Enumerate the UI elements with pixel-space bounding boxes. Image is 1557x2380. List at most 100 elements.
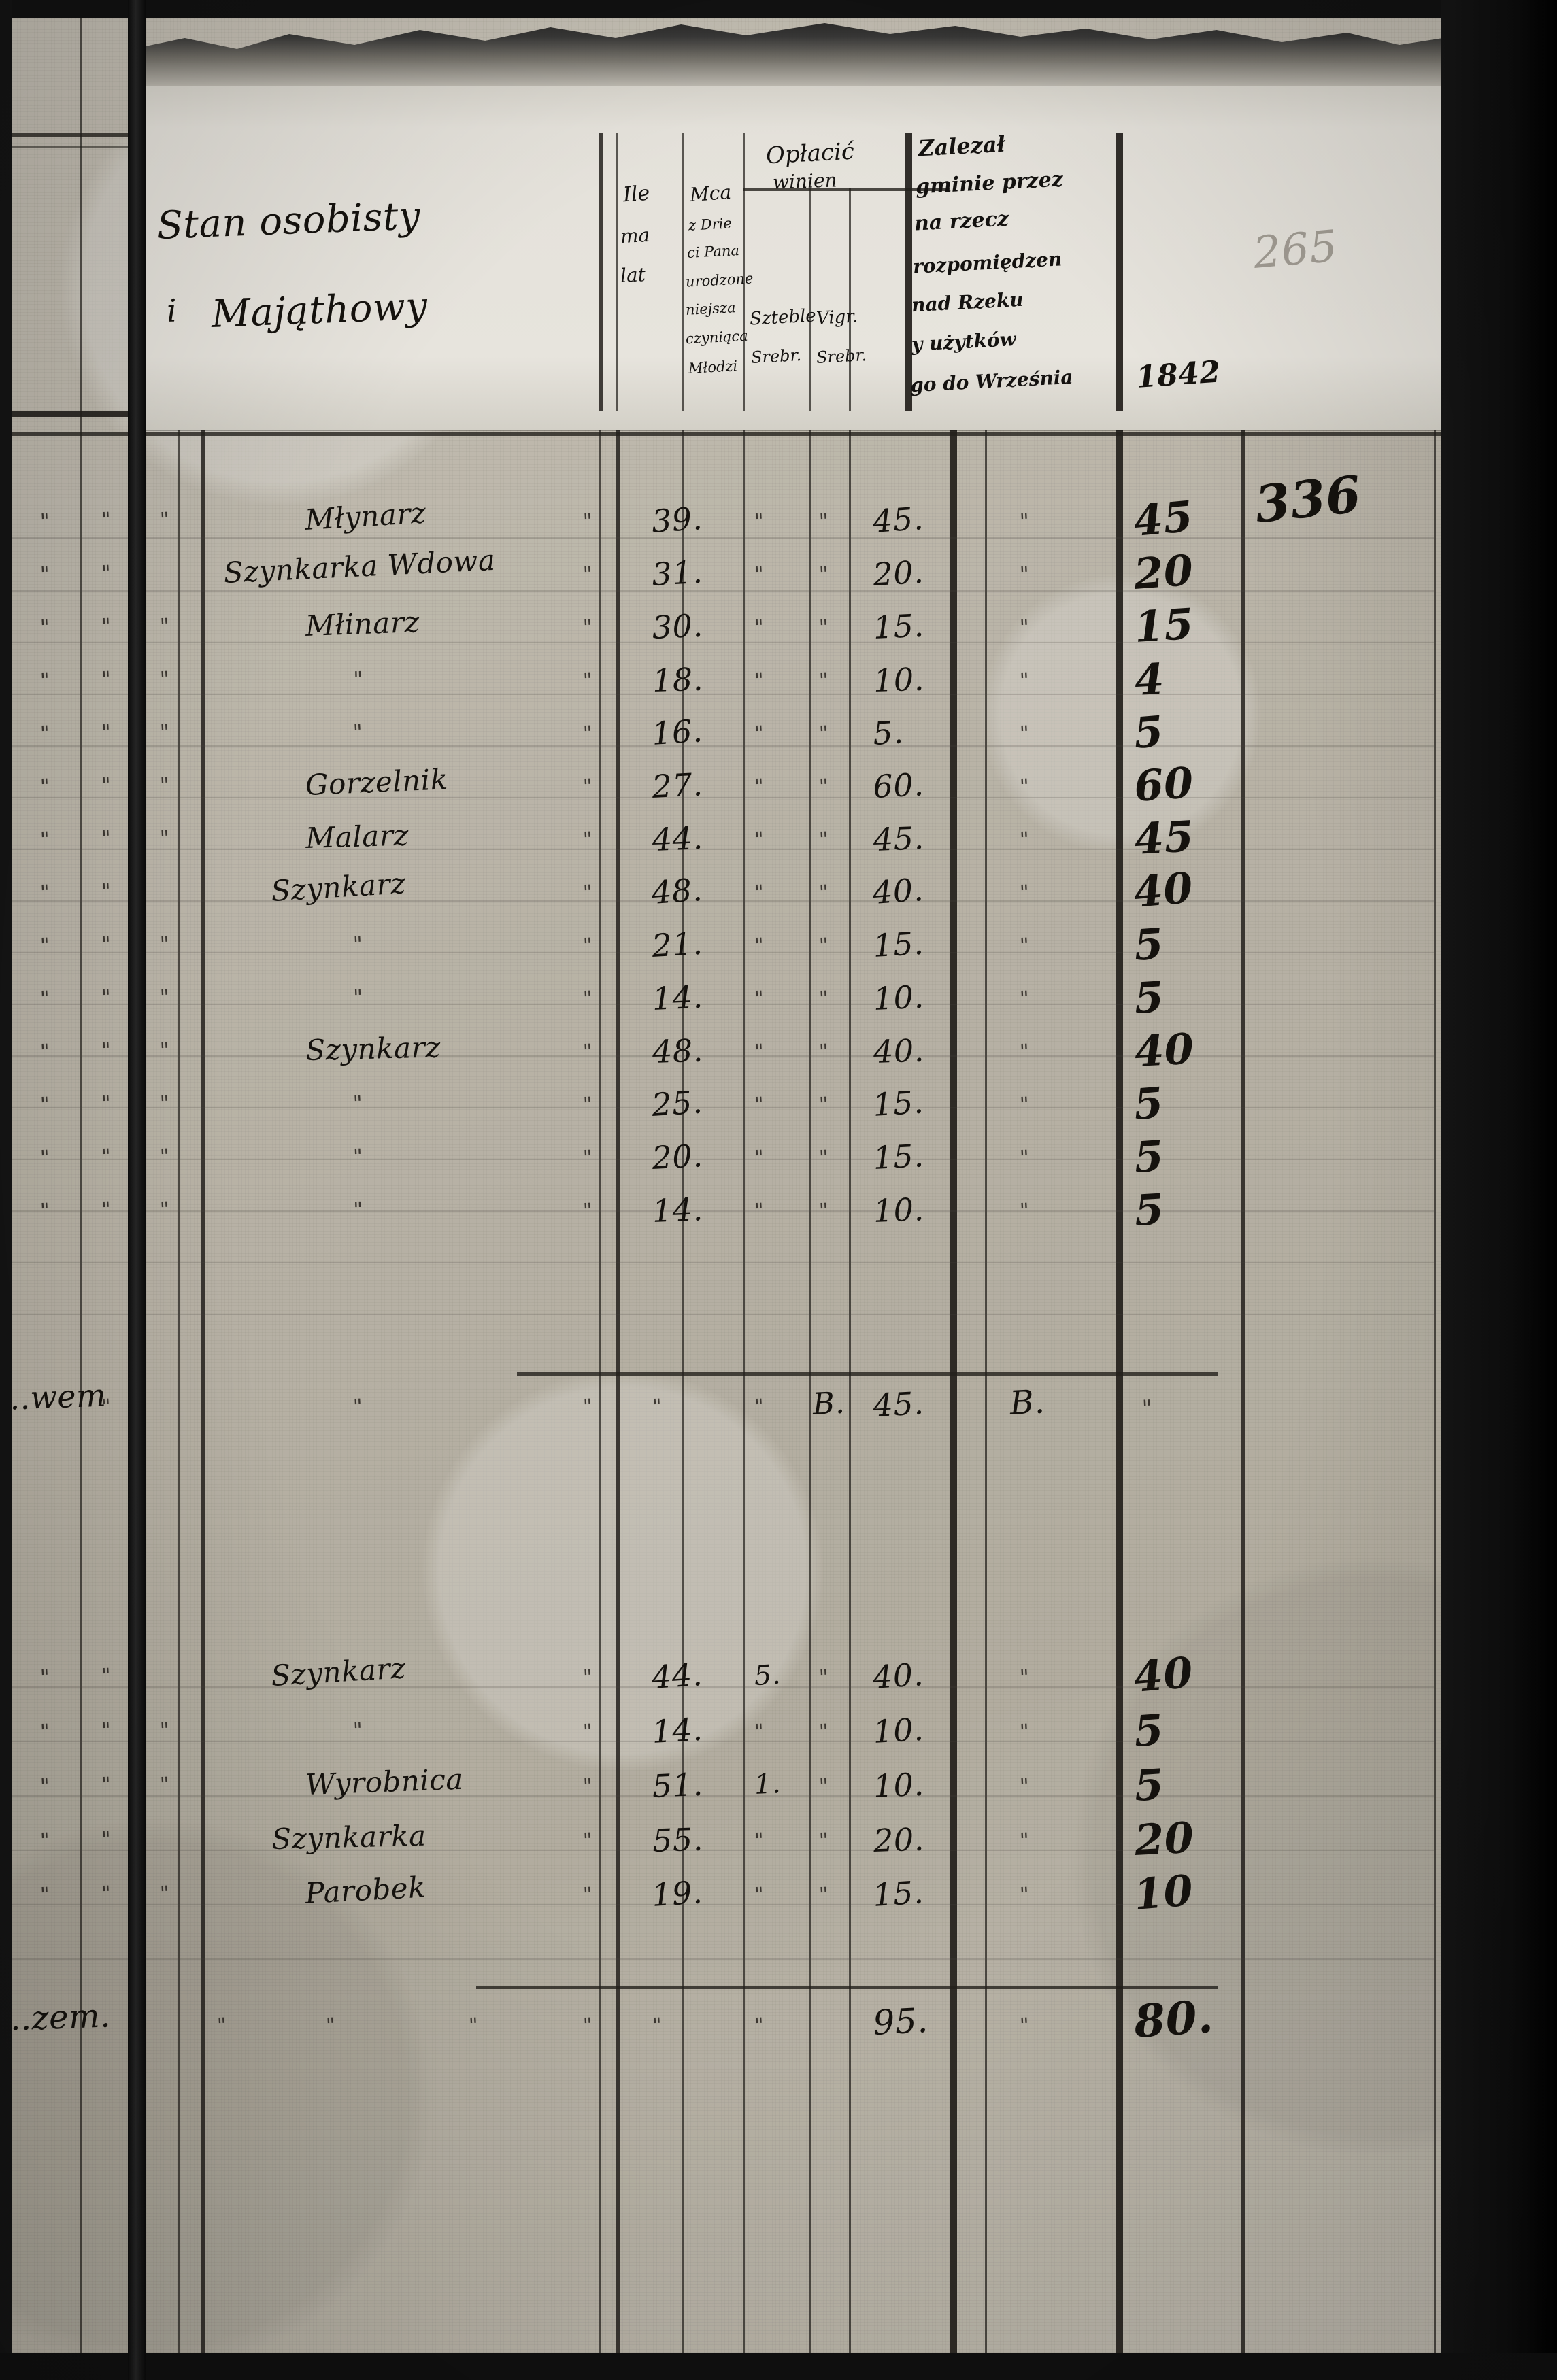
row-ditto-margin: " <box>101 720 112 745</box>
row-amount: 10. <box>872 1765 925 1805</box>
row-occupation: " <box>353 667 364 692</box>
row-ditto-margin: " <box>39 1040 51 1064</box>
row-ditto-preage: " <box>582 1199 594 1223</box>
row-sub-vigor: " <box>818 1883 830 1907</box>
row-amount: 10. <box>872 1191 925 1229</box>
row-age: 16. <box>650 712 704 752</box>
row-ditto-margin: " <box>159 985 171 1010</box>
total-ditto: " <box>468 2013 480 2038</box>
row-ditto-margin: " <box>159 1882 171 1906</box>
row-sub-szteble: " <box>754 721 765 746</box>
row-ditto-margin: " <box>101 1197 112 1222</box>
row-sub-szteble: " <box>754 1093 765 1117</box>
row-total: 5 <box>1132 1704 1166 1756</box>
scan-border-top <box>0 0 1557 18</box>
row-ditto-margin: " <box>101 508 112 532</box>
row-age: 14. <box>651 1191 704 1229</box>
row-occupation: Młynarz <box>304 496 427 537</box>
row-occupation: " <box>352 1718 364 1743</box>
row-total: 5 <box>1133 1184 1166 1236</box>
row-amount: 60. <box>872 766 925 805</box>
col-header-birth-line6: czyniąca <box>685 327 749 347</box>
row-ditto-margin: " <box>101 1144 112 1169</box>
row-amount: 45. <box>871 499 925 540</box>
row-ditto-margin: " <box>39 615 51 640</box>
row-ditto-right: " <box>1019 1774 1031 1799</box>
row-ditto-margin: " <box>39 721 51 746</box>
row-ditto-right: " <box>1019 1720 1031 1744</box>
row-age: 30. <box>651 607 704 646</box>
col-header-birth-line3: ci Pana <box>686 242 740 261</box>
row-ditto-margin: " <box>159 1091 171 1116</box>
row-ditto-right: " <box>1019 1093 1031 1117</box>
row-sub-vigor: " <box>818 562 830 587</box>
col-header-age-line3: lat <box>620 263 646 287</box>
row-occupation: " <box>352 1091 364 1116</box>
row-ditto-preage: " <box>582 1146 594 1170</box>
rule-total-separator <box>476 1986 1218 1989</box>
row-sub-vigor: " <box>818 721 830 746</box>
row-ditto-right: " <box>1019 1665 1031 1690</box>
row-total: 40 <box>1131 1647 1195 1702</box>
row-total: 5 <box>1132 1131 1166 1183</box>
row-ditto-preage: " <box>582 668 594 693</box>
row-ditto-margin: " <box>39 1093 51 1117</box>
row-sub-szteble: " <box>754 828 765 852</box>
row-occupation: Parobek <box>304 1870 427 1910</box>
row-ditto-margin: " <box>159 1773 171 1797</box>
rule-vertical <box>80 18 82 2380</box>
row-ditto-margin: " <box>101 1664 112 1688</box>
row-ditto-right: " <box>1019 562 1031 587</box>
row-total: 45 <box>1133 811 1196 864</box>
col-header-birth-line7: Młodzi <box>688 358 738 377</box>
row-ditto-right: " <box>1019 881 1031 905</box>
subtotal-ditto: " <box>652 1395 663 1419</box>
rule-vertical <box>599 63 601 2380</box>
row-ditto-preage: " <box>582 1665 594 1690</box>
row-amount: 5. <box>871 713 905 752</box>
row-ditto-margin: " <box>39 1199 51 1223</box>
rule-vertical <box>1241 422 1245 2380</box>
row-ditto-preage: " <box>582 721 594 746</box>
row-sub-vigor: " <box>818 775 830 799</box>
row-ditto-margin: " <box>159 667 171 692</box>
row-occupation: Szynkarka Wdowa <box>222 543 497 590</box>
row-ditto-right: " <box>1019 668 1031 693</box>
row-ditto-margin: " <box>101 932 112 957</box>
row-ditto-margin: " <box>39 881 51 905</box>
row-ditto-margin: " <box>39 562 51 587</box>
row-age: 21. <box>650 924 704 964</box>
book-binding-shadow <box>128 0 146 2380</box>
row-ditto-right: " <box>1019 1146 1031 1170</box>
row-ditto-margin: " <box>39 1146 51 1170</box>
row-age: 51. <box>651 1765 704 1805</box>
total-amount: 95. <box>871 2000 929 2043</box>
rule-horizontal <box>0 432 1456 436</box>
row-occupation: " <box>352 1197 364 1222</box>
row-ditto-margin: " <box>159 1197 171 1222</box>
row-ditto-right: " <box>1019 615 1031 640</box>
row-ditto-right: " <box>1019 1883 1031 1907</box>
total-label: ...zem. <box>0 1996 112 2039</box>
row-ditto-preage: " <box>582 1720 594 1744</box>
row-occupation: " <box>352 932 364 957</box>
total-grand: 80. <box>1132 1990 1216 2048</box>
row-age: 55. <box>652 1820 704 1859</box>
row-ditto-preage: " <box>582 1829 594 1853</box>
row-ditto-preage: " <box>582 615 594 640</box>
row-total: 5 <box>1133 1759 1166 1811</box>
row-total: 20 <box>1132 545 1196 599</box>
row-ditto-margin: " <box>39 987 51 1011</box>
row-total: 5 <box>1132 918 1166 970</box>
row-sub-vigor: " <box>818 1665 830 1690</box>
col-header-obligation-line2: winien <box>772 169 838 194</box>
row-ditto-margin: " <box>159 614 171 639</box>
row-ditto-right: " <box>1019 828 1031 852</box>
row-age: 48. <box>652 1032 704 1070</box>
row-ditto-margin: " <box>39 1665 51 1690</box>
row-ditto-margin: " <box>101 614 112 639</box>
row-ditto-right: " <box>1019 1040 1031 1064</box>
scan-border-left <box>0 0 12 2380</box>
row-ditto-margin: " <box>159 720 171 745</box>
row-occupation: Szynkarz <box>305 1030 441 1067</box>
